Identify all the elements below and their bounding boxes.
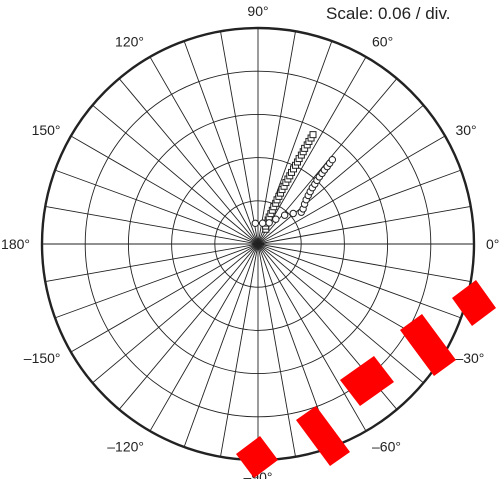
angle-label: 120° — [115, 34, 144, 50]
circle-point — [328, 155, 337, 164]
angle-label: –60° — [372, 438, 401, 454]
grid-spoke — [92, 243, 259, 384]
grid-spoke — [70, 135, 259, 245]
grid-spoke — [149, 243, 259, 432]
circle-point — [251, 219, 260, 227]
circle-point — [289, 209, 297, 218]
grid-spoke — [257, 135, 446, 245]
grid-spoke — [257, 243, 462, 319]
grid-spoke — [70, 243, 259, 353]
angle-labels: 0° 30° 60° 90° 120° 150° 180° –150° –120° –90° –60… — [1, 3, 499, 479]
grid-spoke — [257, 206, 471, 245]
grid-spoke — [257, 243, 296, 457]
angle-label: –90° — [244, 469, 273, 479]
grid-spoke — [118, 78, 259, 245]
grid-spoke — [45, 206, 259, 245]
grid-spoke — [118, 243, 259, 410]
angle-label: 0° — [486, 236, 499, 252]
circle-point — [280, 211, 289, 219]
scale-label: Scale: 0.06 / div. — [326, 4, 451, 23]
circle-point — [272, 215, 280, 223]
angle-label: –150° — [24, 350, 61, 366]
grid-spoke — [45, 243, 259, 282]
angle-label: 30° — [455, 122, 476, 138]
grid-spoke — [257, 56, 367, 245]
grid-spoke — [183, 40, 259, 245]
grid-spoke — [257, 31, 296, 245]
circle-point — [258, 219, 267, 227]
grid-spoke — [257, 104, 424, 245]
grid-spoke — [220, 243, 259, 457]
angle-label: 90° — [247, 3, 268, 19]
angle-label: 150° — [32, 122, 61, 138]
grid-spoke — [257, 243, 424, 384]
angle-label: 180° — [1, 236, 30, 252]
angle-label: –30° — [455, 350, 484, 366]
polar-grid — [40, 26, 476, 462]
grid-spoke — [257, 169, 462, 245]
square-point — [309, 131, 317, 139]
grid-spoke — [220, 31, 259, 245]
grid-spoke — [92, 104, 259, 245]
grid-spoke — [149, 56, 259, 245]
data-marks — [251, 131, 337, 233]
grid-spoke — [183, 243, 259, 448]
grid-spoke — [54, 169, 259, 245]
grid-spoke — [54, 243, 259, 319]
circle-point — [265, 219, 273, 227]
angle-label: –120° — [107, 438, 144, 454]
angle-label: 60° — [372, 34, 393, 50]
grid-spoke — [257, 243, 471, 282]
